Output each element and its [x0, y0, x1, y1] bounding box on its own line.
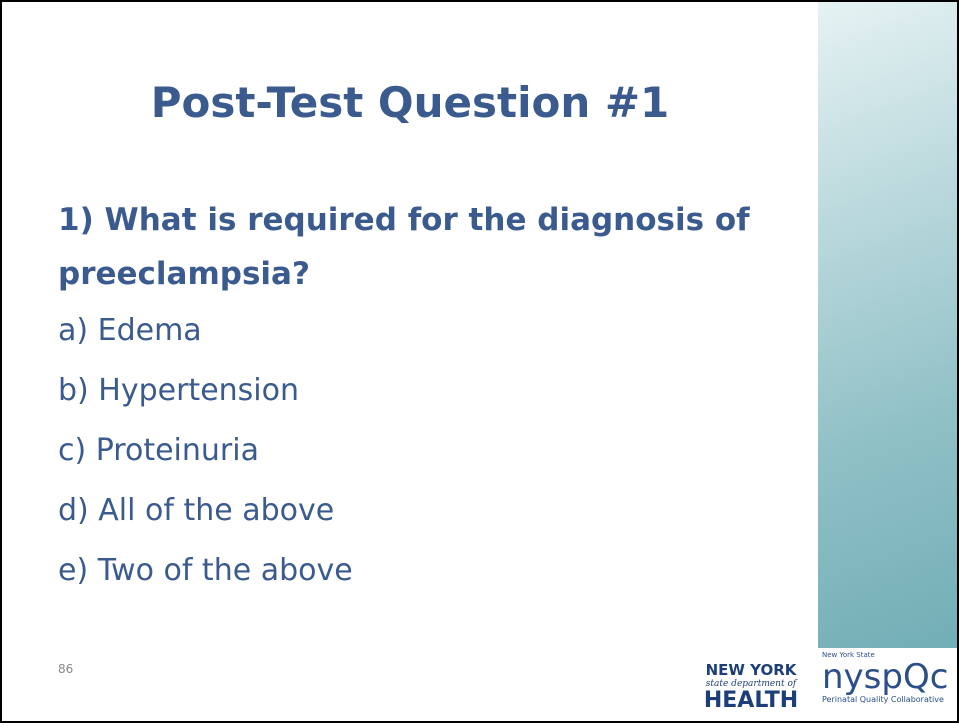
- logo-text: nyspQc: [822, 659, 959, 695]
- logo-text: HEALTH: [692, 689, 810, 713]
- question-line: preeclampsia?: [58, 256, 310, 292]
- side-decoration: [818, 2, 959, 721]
- slide: Post-Test Question #1 1) What is require…: [0, 0, 959, 723]
- nys-health-logo: NEW YORK state department of HEALTH: [692, 657, 810, 721]
- nyspqc-logo: New York State nyspQc Perinatal Quality …: [818, 648, 959, 721]
- logo-text: Perinatal Quality Collaborative: [822, 695, 959, 704]
- page-number: 86: [58, 662, 73, 676]
- option[interactable]: e) Two of the above: [58, 553, 353, 588]
- option[interactable]: d) All of the above: [58, 493, 334, 528]
- option[interactable]: a) Edema: [58, 313, 202, 348]
- question-line: 1) What is required for the diagnosis of: [58, 202, 750, 238]
- option[interactable]: c) Proteinuria: [58, 433, 259, 468]
- logo-text: NEW YORK: [692, 661, 810, 679]
- option[interactable]: b) Hypertension: [58, 373, 299, 408]
- slide-title: Post-Test Question #1: [2, 78, 818, 127]
